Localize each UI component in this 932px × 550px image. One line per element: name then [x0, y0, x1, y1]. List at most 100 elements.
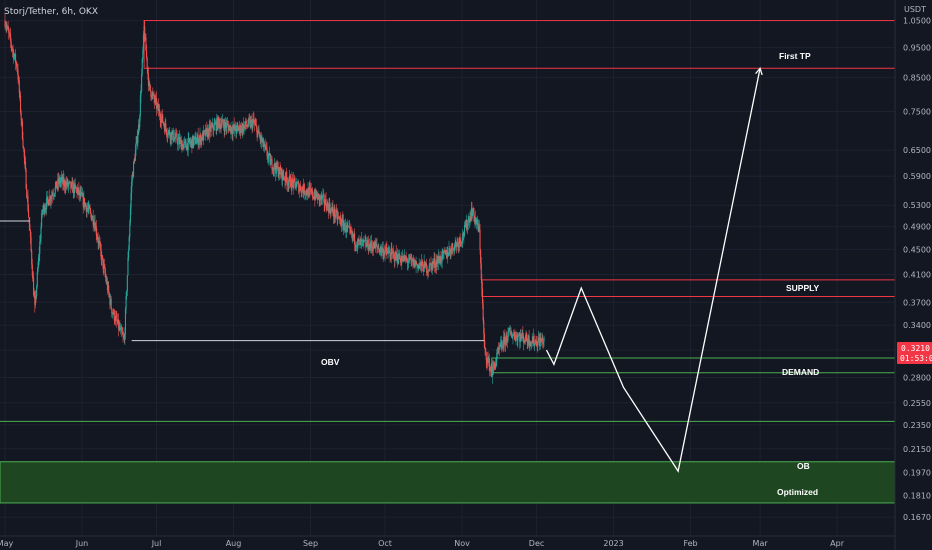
- candle-body: [290, 177, 292, 187]
- candle-body: [318, 193, 320, 195]
- candle-body: [484, 347, 486, 349]
- candle-body: [150, 90, 152, 97]
- candle-body: [508, 329, 510, 332]
- candle-body: [270, 159, 272, 161]
- candle-body: [281, 168, 283, 181]
- candle-body: [222, 119, 224, 125]
- candle-body: [357, 239, 359, 247]
- candle-body: [52, 195, 54, 197]
- candle-body: [304, 193, 306, 195]
- candle-body: [48, 203, 50, 206]
- candle-body: [449, 248, 451, 251]
- candle-body: [414, 260, 416, 268]
- candle-body: [290, 186, 292, 189]
- candle-body: [29, 230, 32, 237]
- candle-body: [428, 269, 430, 271]
- candle-body: [241, 125, 243, 132]
- time-axis-labels[interactable]: May Jun Jul Aug Sep Oct Nov Dec 2023 Feb Mar Apr: [0, 539, 845, 548]
- candle-body: [451, 243, 453, 249]
- candle-body: [221, 121, 223, 126]
- candle-body: [146, 50, 148, 58]
- candle-body: [521, 333, 523, 337]
- candle-body: [293, 178, 295, 188]
- candle-body: [470, 208, 472, 220]
- candle-body: [383, 252, 385, 257]
- candle-body: [193, 136, 195, 140]
- candles-layer: [4, 13, 545, 384]
- candle-body: [19, 95, 22, 113]
- candle-body: [234, 125, 236, 131]
- candle-body: [458, 243, 460, 248]
- time-tick-label: Sep: [303, 539, 318, 548]
- candle-body: [108, 285, 110, 293]
- candle-body: [467, 225, 469, 230]
- candle-body: [188, 138, 190, 139]
- candle-body: [337, 216, 340, 218]
- candle-body: [162, 122, 164, 124]
- candle-body: [172, 130, 174, 133]
- candle-body: [481, 279, 483, 290]
- candle-body: [454, 244, 456, 253]
- candle-body: [129, 222, 131, 237]
- candle-body: [119, 328, 122, 330]
- candle-body: [256, 127, 258, 138]
- candle-body: [349, 226, 351, 228]
- candle-body: [183, 141, 186, 143]
- candle-body: [465, 219, 467, 228]
- candle-body: [37, 257, 40, 267]
- candle-body: [119, 326, 121, 330]
- candle-body: [298, 188, 300, 193]
- candle-body: [92, 215, 94, 219]
- candle-body: [326, 202, 328, 211]
- candle-body: [543, 337, 545, 342]
- candle-body: [460, 240, 462, 244]
- candle-body: [422, 270, 425, 272]
- candle-body: [275, 162, 277, 174]
- candle-body: [480, 263, 482, 280]
- candle-body: [529, 342, 531, 346]
- candle-body: [453, 248, 455, 253]
- candle-body: [193, 139, 195, 146]
- candle-body: [521, 336, 523, 339]
- candle-body: [272, 167, 274, 171]
- candle-body: [519, 335, 521, 343]
- time-tick-label: 2023: [603, 539, 623, 548]
- candle-body: [380, 246, 382, 251]
- candle-body: [226, 123, 228, 128]
- candle-body: [319, 195, 322, 200]
- candle-body: [324, 199, 326, 205]
- candle-body: [190, 139, 192, 142]
- candle-body: [181, 144, 183, 150]
- candle-body: [323, 195, 325, 205]
- candle-body: [77, 187, 79, 190]
- candle-body: [317, 193, 319, 200]
- candle-body: [298, 182, 300, 193]
- candle-body: [134, 159, 136, 161]
- candle-body: [482, 303, 484, 321]
- candle-body: [296, 182, 299, 184]
- candle-body: [350, 229, 352, 233]
- candle-body: [227, 123, 229, 127]
- candle-body: [440, 261, 443, 263]
- candle-body: [142, 34, 145, 50]
- candle-body: [285, 172, 287, 179]
- candle-body: [110, 298, 112, 309]
- candle-body: [72, 182, 74, 193]
- candle-body: [17, 70, 19, 80]
- candle-body: [49, 196, 51, 204]
- candle-body: [276, 162, 278, 169]
- candle-body: [57, 178, 59, 184]
- candle-body: [408, 261, 410, 263]
- candle-body: [15, 63, 17, 64]
- candle-body: [309, 188, 312, 190]
- price-tick-label: 0.2550: [903, 399, 931, 408]
- candle-body: [175, 133, 177, 138]
- candle-body: [329, 203, 331, 211]
- candle-body: [296, 183, 298, 187]
- supply-label: SUPPLY: [786, 283, 820, 293]
- candle-body: [477, 219, 479, 226]
- candle-body: [29, 223, 31, 231]
- price-tick-label: 0.2350: [903, 421, 931, 430]
- candle-body: [257, 131, 259, 138]
